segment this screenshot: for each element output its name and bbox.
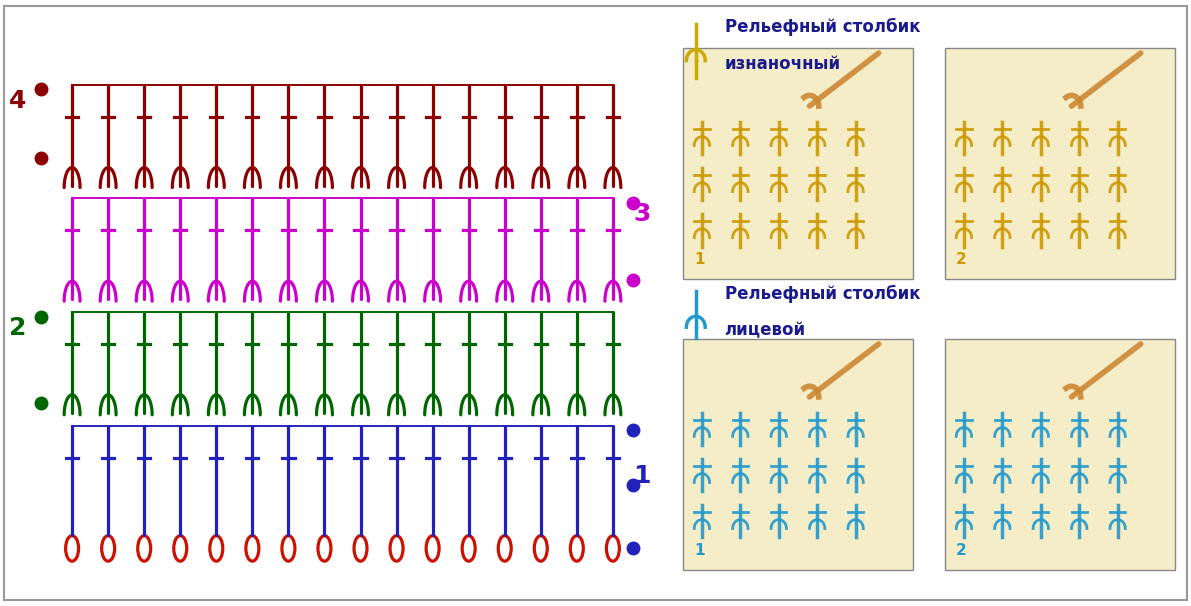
Text: 1: 1 bbox=[694, 543, 705, 558]
FancyBboxPatch shape bbox=[682, 339, 913, 570]
Text: 1: 1 bbox=[632, 464, 650, 488]
Text: Рельефный столбик: Рельефный столбик bbox=[724, 285, 921, 303]
Text: 1: 1 bbox=[694, 252, 705, 267]
Text: 2: 2 bbox=[956, 543, 967, 558]
Text: 2: 2 bbox=[956, 252, 967, 267]
Text: 2: 2 bbox=[10, 316, 26, 340]
Text: 3: 3 bbox=[634, 202, 650, 227]
Text: Рельефный столбик: Рельефный столбик bbox=[724, 18, 921, 36]
FancyBboxPatch shape bbox=[944, 48, 1176, 279]
FancyBboxPatch shape bbox=[944, 339, 1176, 570]
Text: изнаночный: изнаночный bbox=[724, 55, 841, 73]
Text: 4: 4 bbox=[10, 88, 26, 113]
FancyBboxPatch shape bbox=[682, 48, 913, 279]
Text: лицевой: лицевой bbox=[724, 321, 806, 339]
